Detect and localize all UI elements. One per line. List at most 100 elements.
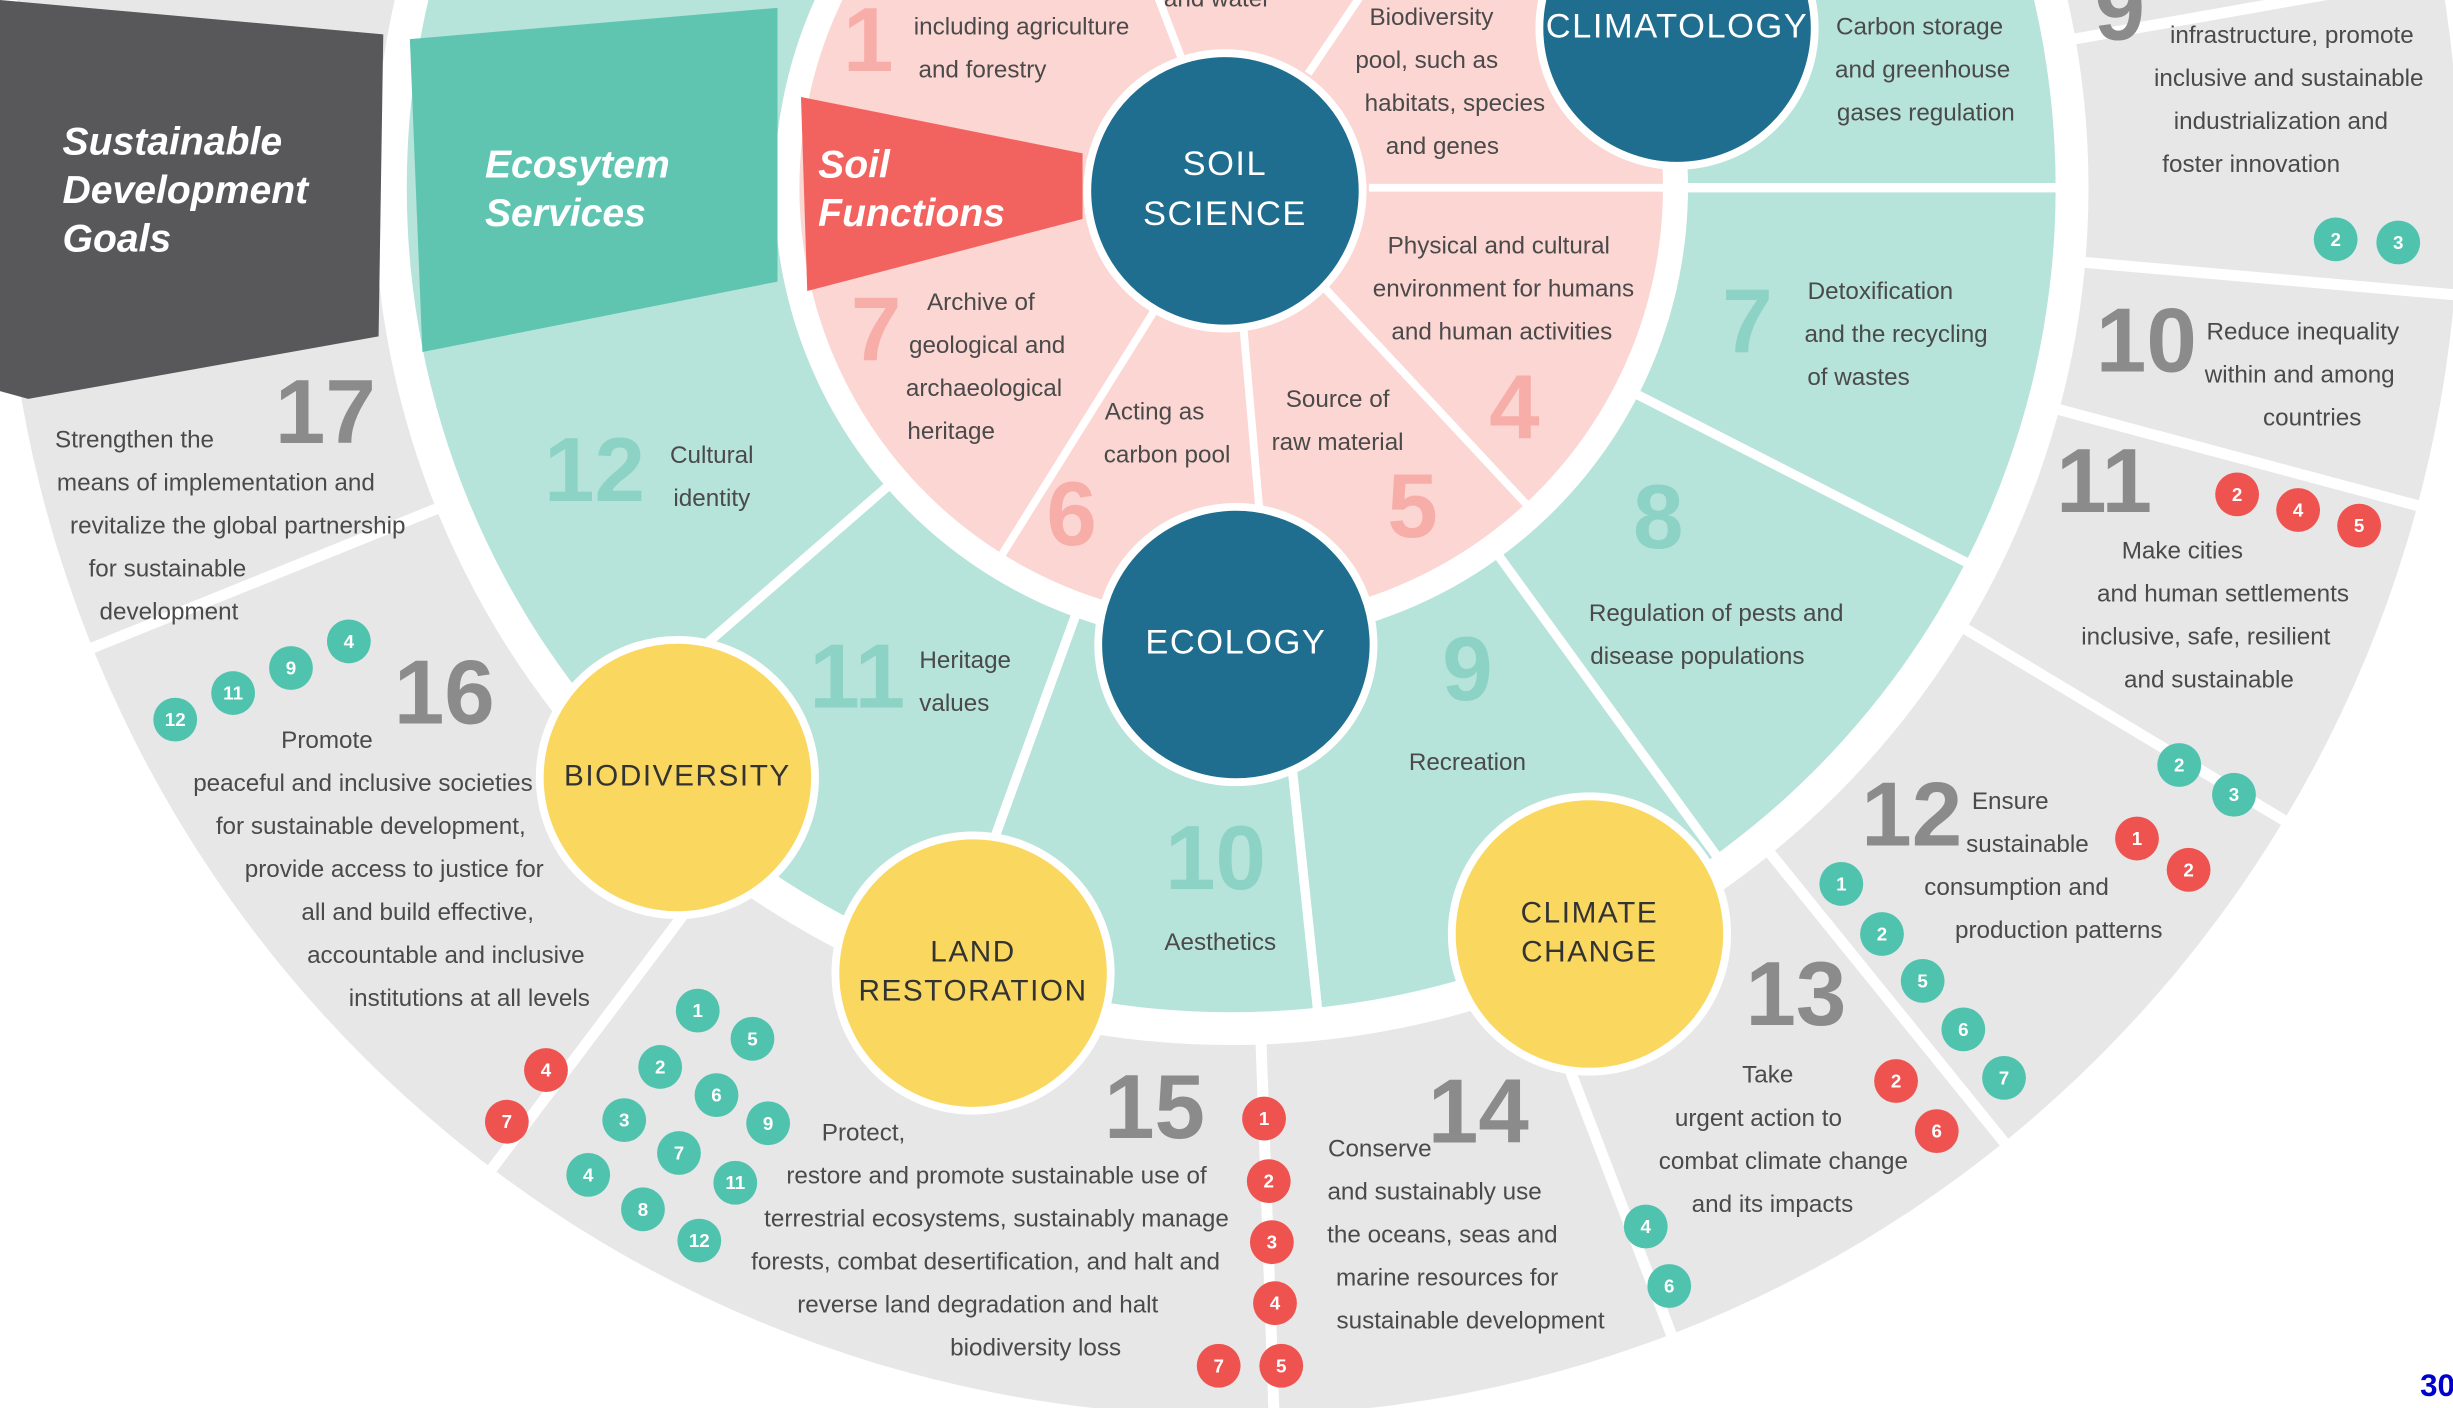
divider bbox=[1322, 285, 1531, 509]
dot-label: 4 bbox=[1270, 1293, 1281, 1314]
item-text: sustainable development bbox=[1336, 1307, 1604, 1334]
red-dot bbox=[1253, 1281, 1297, 1326]
dot-label: 3 bbox=[2393, 232, 2403, 253]
dot-label: 2 bbox=[2330, 229, 2340, 250]
divider bbox=[1304, 0, 1363, 76]
tab-label: Sustainable bbox=[63, 120, 283, 163]
discipline-label: CHANGE bbox=[1521, 935, 1658, 968]
discipline-label: CLIMATOLOGY bbox=[1546, 7, 1809, 45]
discipline-circle bbox=[1094, 502, 1378, 787]
item-text: infrastructure, promote bbox=[2170, 22, 2414, 49]
item-text: production patterns bbox=[1955, 917, 2162, 944]
item-number: 12 bbox=[1861, 764, 1962, 865]
red-dot bbox=[2166, 847, 2211, 892]
item-text: Physical and cultural bbox=[1388, 233, 1610, 260]
item-text: reverse land degradation and halt bbox=[797, 1292, 1158, 1319]
item-text: carbon pool bbox=[1104, 441, 1231, 468]
dot-label: 1 bbox=[1836, 873, 1846, 894]
item-number: 1 bbox=[843, 0, 893, 91]
discipline-label: BIODIVERSITY bbox=[564, 759, 791, 792]
item-number: 16 bbox=[394, 642, 495, 743]
item-number: 11 bbox=[809, 627, 905, 728]
teal-dot bbox=[621, 1187, 665, 1232]
teal-dot bbox=[211, 671, 255, 715]
teal-dot bbox=[638, 1045, 683, 1089]
tab-label: Functions bbox=[818, 192, 1005, 235]
item-text: peaceful and inclusive societies bbox=[193, 770, 532, 797]
item-text: raw material bbox=[1272, 429, 1404, 456]
divider bbox=[2071, 0, 2328, 45]
item-text: and sustainable bbox=[2124, 667, 2294, 694]
sdg-tab bbox=[0, 0, 384, 399]
item-text: environment for humans bbox=[1373, 276, 1634, 303]
divider bbox=[68, 502, 442, 662]
dot-label: 9 bbox=[286, 658, 296, 679]
item-text: Protect, bbox=[822, 1120, 906, 1147]
item-text: Conserve bbox=[1328, 1135, 1432, 1162]
teal-dot bbox=[675, 988, 720, 1033]
item-text: Carbon storage bbox=[1836, 14, 2003, 41]
item-text: pool, such as bbox=[1355, 47, 1498, 74]
item-text: Promote bbox=[281, 727, 373, 754]
item-text: foster innovation bbox=[2162, 151, 2340, 178]
dot-label: 11 bbox=[223, 683, 243, 704]
dot-label: 5 bbox=[1276, 1355, 1286, 1376]
teal-dot bbox=[677, 1218, 722, 1263]
discipline-circle bbox=[535, 635, 819, 920]
teal-dot bbox=[730, 1016, 775, 1061]
dot-label: 12 bbox=[689, 1230, 710, 1251]
item-number: 12 bbox=[544, 420, 645, 521]
teal-dot bbox=[694, 1073, 739, 1118]
discipline-circle bbox=[1447, 792, 1732, 1076]
item-number: 14 bbox=[1428, 1062, 1529, 1163]
red-dot bbox=[1874, 1059, 1918, 1103]
item-text: habitats, species bbox=[1365, 90, 1546, 117]
discipline-label: CLIMATE bbox=[1521, 896, 1659, 929]
item-text: and the recycling bbox=[1804, 321, 1987, 348]
red-dot bbox=[2337, 503, 2382, 548]
dot-label: 9 bbox=[763, 1113, 773, 1134]
dot-label: 11 bbox=[725, 1172, 745, 1193]
divider bbox=[1633, 389, 1973, 569]
item-text: Build resilient bbox=[2204, 0, 2348, 6]
item-text: gases regulation bbox=[1837, 100, 2015, 127]
discipline-label: LAND bbox=[930, 935, 1016, 968]
item-text: all and build effective, bbox=[301, 899, 534, 926]
item-text: and greenhouse bbox=[1835, 57, 2010, 84]
item-text: terrestrial ecosystems, sustainably mana… bbox=[764, 1206, 1229, 1233]
item-text: Archive of bbox=[927, 289, 1035, 316]
teal-dot bbox=[1647, 1264, 1692, 1308]
teal-dot bbox=[269, 646, 313, 690]
dot-label: 6 bbox=[1958, 1019, 1968, 1040]
item-text: Acting as bbox=[1105, 398, 1205, 425]
teal-dot bbox=[746, 1101, 791, 1146]
dot-label: 2 bbox=[2183, 859, 2193, 880]
item-text: and water bbox=[1164, 0, 1270, 12]
item-text: and human settlements bbox=[2097, 581, 2349, 608]
teal-dot bbox=[326, 619, 371, 664]
item-text: Regulation of pests and bbox=[1589, 600, 1844, 627]
red-dot bbox=[484, 1099, 529, 1144]
teal-dot bbox=[713, 1160, 758, 1205]
item-text: Heritage bbox=[919, 647, 1011, 674]
tab-label: Ecosytem bbox=[485, 144, 670, 187]
dot-label: 6 bbox=[711, 1085, 721, 1106]
item-text: Make cities bbox=[2122, 538, 2243, 565]
item-text: Recreation bbox=[1409, 749, 1526, 776]
dot-label: 3 bbox=[1267, 1232, 1277, 1253]
red-dot bbox=[1242, 1096, 1286, 1141]
teal-dot bbox=[1900, 959, 1945, 1003]
red-dot bbox=[1196, 1343, 1241, 1388]
item-text: identity bbox=[673, 485, 751, 512]
item-text: means of implementation and bbox=[57, 470, 375, 497]
item-text: for sustainable bbox=[89, 556, 247, 583]
item-text: biodiversity loss bbox=[950, 1335, 1121, 1362]
item-number: 10 bbox=[2096, 290, 2197, 391]
item-text: consumption and bbox=[1924, 874, 2109, 901]
item-text: combat climate change bbox=[1659, 1148, 1908, 1175]
red-dot bbox=[2115, 816, 2159, 861]
discipline-label: ECOLOGY bbox=[1145, 624, 1326, 662]
discipline-circle bbox=[1083, 49, 1367, 333]
item-text: geological and bbox=[909, 332, 1065, 359]
red-dot bbox=[1246, 1159, 1291, 1204]
